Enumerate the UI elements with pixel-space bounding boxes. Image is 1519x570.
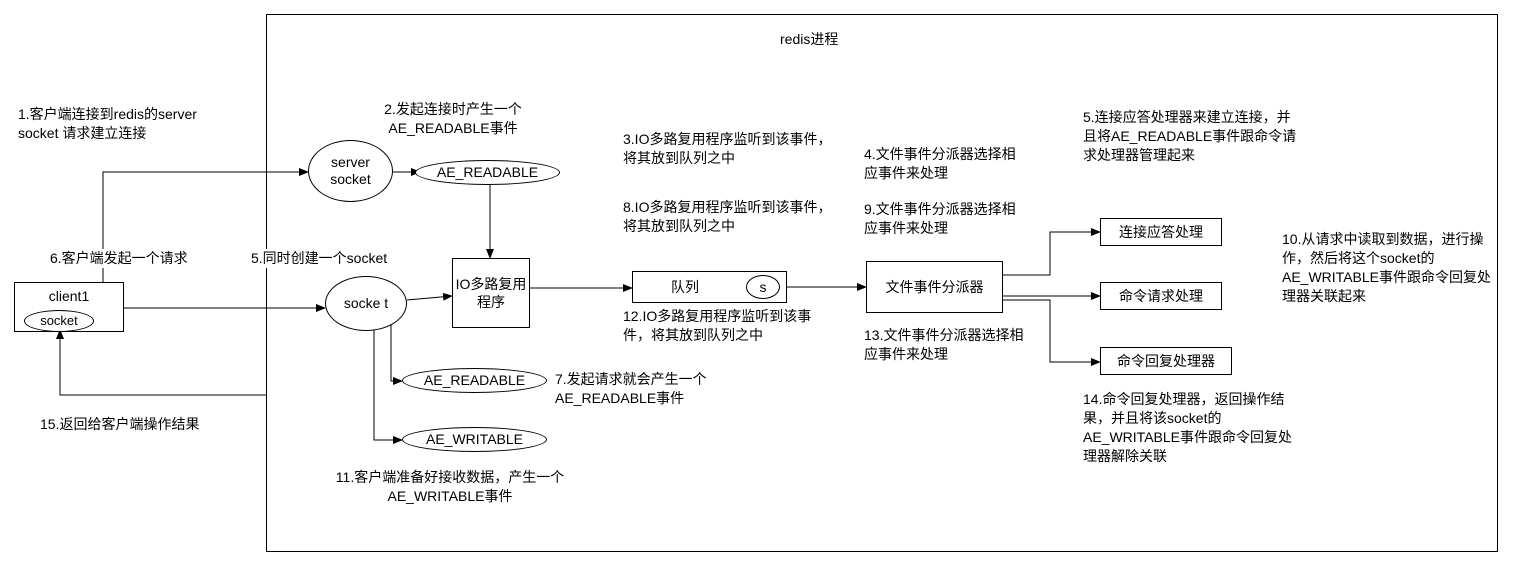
label-3: 3.IO多路复用程序监听到该事件，将其放到队列之中 [623,130,833,168]
label-10: 10.从请求中读取到数据，进行操作，然后将这个socket的AE_WRITABL… [1282,230,1492,306]
label-13: 13.文件事件分派器选择相应事件来处理 [864,326,1034,364]
label-12: 12.IO多路复用程序监听到该事件，将其放到队列之中 [623,307,838,345]
socket-ellipse: socke t [325,276,407,331]
label-4: 4.文件事件分派器选择相应事件来处理 [864,145,1024,183]
server-socket-ellipse: server socket [308,140,393,202]
dispatcher-box: 文件事件分派器 [866,261,1003,313]
ae-writable-ellipse: AE_WRITABLE [402,427,547,452]
label-6: 6.客户端发起一个请求 [50,249,230,268]
io-mux-box: IO多路复用程序 [452,258,530,328]
label-7: 7.发起请求就会产生一个AE_READABLE事件 [555,370,745,408]
label-5b: 5.同时创建一个socket [251,249,431,268]
cmd-req-handler-box: 命令请求处理 [1100,282,1222,310]
label-14: 14.命令回复处理器，返回操作结果，并且将该socket的AE_WRITABLE… [1083,390,1301,466]
queue-s-ellipse: s [746,275,780,299]
conn-handler-box: 连接应答处理 [1100,218,1222,246]
diagram-container: redis进程 client1 [0,0,1519,570]
label-9: 9.文件事件分派器选择相应事件来处理 [864,200,1024,238]
label-11: 11.客户端准备好接收数据，产生一个AE_WRITABLE事件 [335,468,565,506]
client-socket-ellipse: socket [24,310,94,332]
label-8: 8.IO多路复用程序监听到该事件，将其放到队列之中 [623,198,833,236]
cmd-reply-handler-box: 命令回复处理器 [1100,347,1232,375]
ae-readable-2-ellipse: AE_READABLE [402,368,547,393]
queue-label: 队列 [671,278,699,296]
ae-readable-1-ellipse: AE_READABLE [415,160,560,185]
label-5: 5.连接应答处理器来建立连接，并且将AE_READABLE事件跟命令请求处理器管… [1083,108,1303,165]
label-15: 15.返回给客户端操作结果 [40,415,260,434]
label-2: 2.发起连接时产生一个AE_READABLE事件 [358,100,548,138]
label-1: 1.客户端连接到redis的server socket 请求建立连接 [18,105,218,143]
client1-label: client1 [49,287,89,305]
